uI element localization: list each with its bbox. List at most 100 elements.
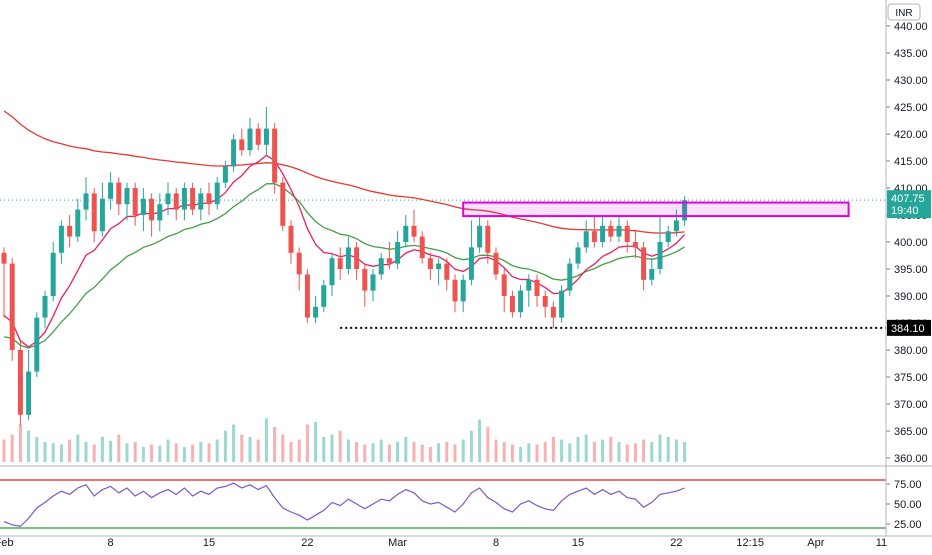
volume-bar	[141, 447, 145, 462]
candle-body	[231, 139, 237, 167]
volume-bar	[683, 442, 687, 462]
volume-bar	[133, 442, 137, 462]
volume-bar	[68, 439, 72, 462]
moving-averages	[3, 110, 686, 349]
volume-bar	[527, 443, 531, 462]
volume-bar	[223, 430, 227, 462]
candle-body	[493, 252, 499, 275]
volume-bar	[125, 443, 129, 462]
candle-body	[247, 128, 253, 151]
candle-body	[657, 242, 663, 269]
candle-body	[157, 204, 163, 221]
volume-bar	[182, 447, 186, 462]
candle-body	[255, 128, 261, 145]
candle-body	[608, 225, 614, 237]
candle-body	[1, 252, 7, 264]
volume-bar	[404, 437, 408, 462]
volume-bar	[84, 442, 88, 462]
candle-body	[411, 225, 417, 237]
volume-bar	[248, 437, 252, 462]
candle-body	[444, 263, 450, 280]
time-tick-label: 15	[572, 537, 584, 549]
volume-bar	[256, 439, 260, 462]
support-badge	[887, 319, 931, 336]
price-tick-label: 440.00	[894, 21, 928, 33]
candle-body	[362, 269, 368, 291]
volume-bar	[428, 447, 432, 462]
candle-body	[665, 231, 671, 242]
volume-bar	[232, 424, 236, 462]
time-tick-label: Mar	[388, 537, 407, 549]
candle-body	[181, 188, 187, 210]
price-tick-label: 430.00	[894, 75, 928, 87]
candle-body	[288, 225, 294, 253]
candle-body	[542, 296, 548, 307]
candle-body	[509, 296, 515, 313]
time-tick-label: Feb	[0, 537, 13, 549]
volume-bar	[535, 444, 539, 462]
volume-bar	[322, 437, 326, 462]
candle-body	[583, 231, 589, 248]
candle-body	[649, 269, 655, 280]
volume-bar	[371, 443, 375, 462]
price-tick-label: 425.00	[894, 102, 928, 114]
candle-body	[337, 258, 343, 269]
candle-body	[91, 193, 97, 232]
candle-body	[67, 225, 73, 237]
volume-bar	[100, 437, 104, 462]
volume-bar	[592, 442, 596, 462]
volume-bar	[338, 430, 342, 462]
volume-bar	[674, 439, 678, 462]
price-tick-label: 380.00	[894, 345, 928, 357]
candle-body	[206, 193, 212, 205]
candle-body	[263, 128, 269, 145]
volume-bar	[584, 434, 588, 462]
candle-body	[190, 188, 196, 210]
candle-body	[534, 279, 540, 296]
volume-bar	[117, 434, 121, 462]
candle-body	[149, 198, 155, 221]
volume-bar	[510, 444, 514, 462]
candle-body	[485, 225, 491, 253]
volume-bar	[314, 422, 318, 462]
candle-body	[501, 274, 507, 296]
volume-bar	[305, 424, 309, 462]
volume-bar	[617, 442, 621, 462]
candle-body	[345, 247, 351, 269]
candle-body	[550, 306, 556, 318]
price-tick-label: 390.00	[894, 291, 928, 303]
candle-body	[632, 242, 638, 248]
candle-body	[108, 182, 114, 199]
candle-body	[616, 225, 622, 237]
volume-bar	[551, 437, 555, 462]
volume-bar	[281, 434, 285, 462]
candle-body	[468, 247, 474, 280]
candle-body	[304, 274, 310, 318]
volume-bar	[560, 439, 564, 462]
volume-bar	[387, 444, 391, 462]
candle-body	[427, 258, 433, 269]
volume-bar	[494, 439, 498, 462]
volume-bar	[601, 439, 605, 462]
candle-body	[370, 274, 376, 291]
candle-body	[682, 200, 688, 221]
price-tick-label: 415.00	[894, 156, 928, 168]
volume-bar	[199, 442, 203, 462]
volume-bars	[2, 418, 687, 462]
volume-bar	[469, 430, 473, 462]
volume-bar	[355, 442, 359, 462]
volume-bar	[43, 442, 47, 462]
candle-body	[280, 182, 286, 226]
volume-bar	[633, 443, 637, 462]
volume-bar	[51, 443, 55, 462]
rsi-tick-label: 75.00	[894, 479, 922, 491]
rsi-tick-label: 25.00	[894, 519, 922, 531]
volume-bar	[191, 444, 195, 462]
volume-bar	[658, 434, 662, 462]
candle-body	[140, 198, 146, 215]
volume-bar	[363, 444, 367, 462]
candle-body	[132, 188, 138, 215]
currency-badge[interactable]	[887, 3, 921, 21]
volume-bar	[150, 444, 154, 462]
